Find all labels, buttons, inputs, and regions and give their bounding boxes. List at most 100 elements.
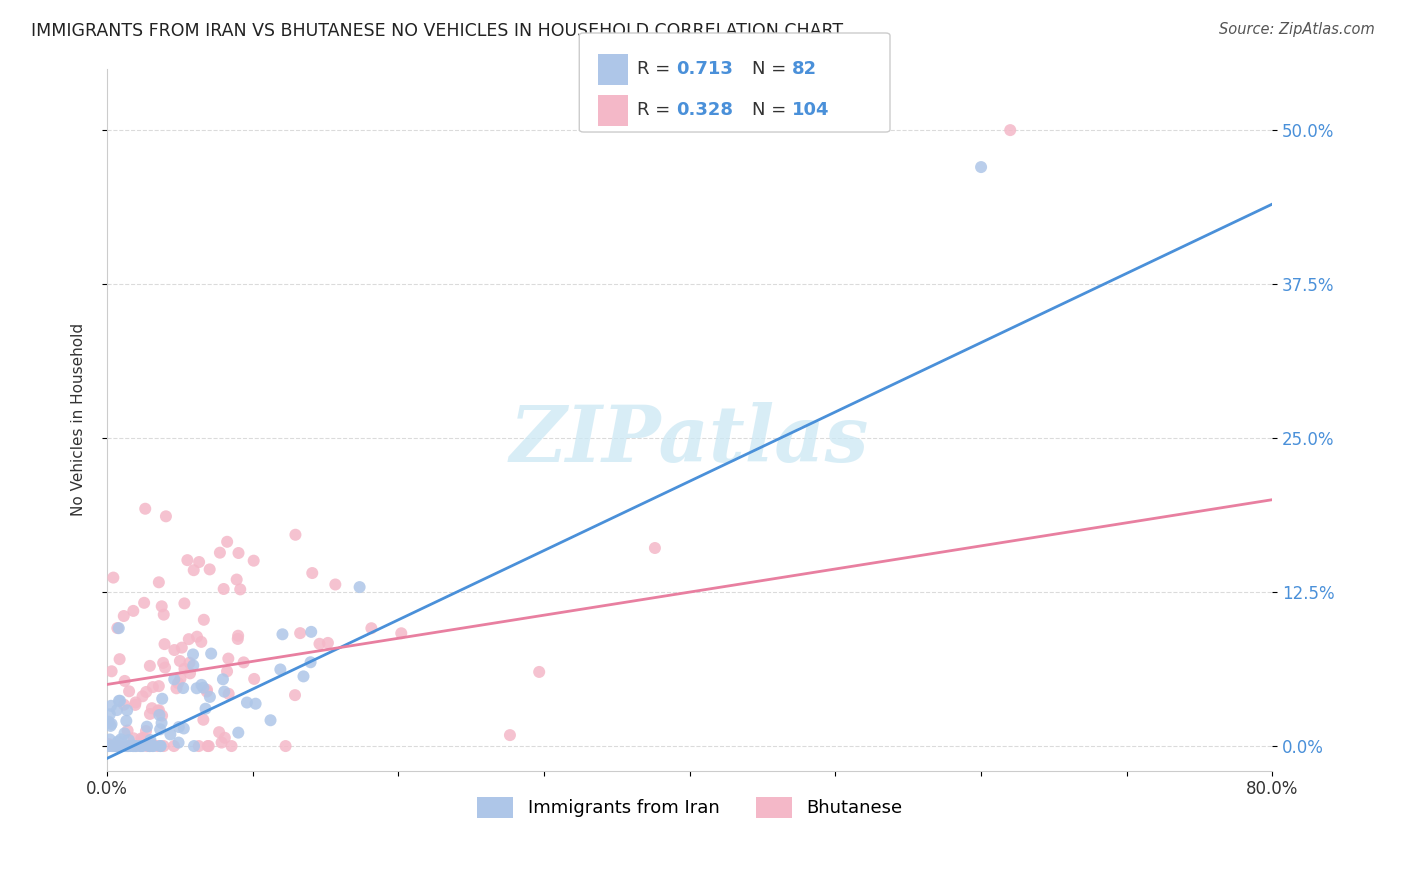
- Point: [179, 656, 201, 670]
- Point: [122, 739, 145, 753]
- Point: [149, 723, 172, 737]
- Point: [150, 708, 173, 723]
- Point: [146, 704, 169, 718]
- Point: [112, 609, 135, 624]
- Point: [176, 553, 198, 567]
- Point: [163, 643, 186, 657]
- Point: [100, 719, 122, 733]
- Point: [141, 701, 163, 715]
- Point: [142, 739, 165, 753]
- Point: [242, 554, 264, 568]
- Point: [217, 534, 239, 549]
- Point: [139, 739, 162, 753]
- Point: [181, 648, 204, 662]
- Point: [146, 739, 169, 753]
- Point: [124, 739, 146, 753]
- Point: [98, 707, 121, 722]
- Text: N =: N =: [752, 101, 792, 119]
- Point: [193, 613, 215, 627]
- Point: [149, 739, 172, 753]
- Point: [135, 739, 157, 753]
- Point: [97, 739, 120, 753]
- Point: [105, 739, 128, 753]
- Point: [139, 706, 162, 721]
- Point: [112, 698, 135, 712]
- Point: [200, 647, 222, 661]
- Text: IMMIGRANTS FROM IRAN VS BHUTANESE NO VEHICLES IN HOUSEHOLD CORRELATION CHART: IMMIGRANTS FROM IRAN VS BHUTANESE NO VEH…: [31, 22, 844, 40]
- Point: [122, 739, 145, 753]
- Point: [131, 690, 153, 704]
- Point: [149, 739, 172, 753]
- Point: [135, 720, 157, 734]
- Point: [141, 737, 163, 751]
- Point: [125, 739, 148, 753]
- Point: [117, 723, 139, 738]
- Point: [135, 685, 157, 699]
- Point: [221, 739, 243, 753]
- Point: [226, 629, 249, 643]
- Point: [187, 739, 209, 753]
- Point: [190, 678, 212, 692]
- Point: [153, 637, 176, 651]
- Point: [349, 580, 371, 594]
- Point: [97, 714, 120, 729]
- Point: [163, 673, 186, 687]
- Point: [104, 739, 127, 753]
- Point: [107, 734, 129, 748]
- Point: [117, 739, 139, 753]
- Point: [98, 739, 121, 753]
- Point: [131, 739, 153, 753]
- Point: [97, 737, 120, 751]
- Point: [325, 577, 347, 591]
- Point: [1000, 123, 1022, 137]
- Point: [104, 739, 127, 753]
- Point: [105, 621, 128, 635]
- Point: [170, 640, 193, 655]
- Point: [308, 637, 330, 651]
- Point: [218, 687, 240, 701]
- Point: [132, 731, 155, 745]
- Point: [499, 728, 522, 742]
- Point: [208, 546, 231, 560]
- Point: [152, 656, 174, 670]
- Point: [173, 662, 195, 676]
- Point: [153, 660, 176, 674]
- Text: Source: ZipAtlas.com: Source: ZipAtlas.com: [1219, 22, 1375, 37]
- Point: [197, 739, 219, 753]
- Point: [186, 630, 208, 644]
- Point: [100, 665, 122, 679]
- Point: [195, 684, 218, 698]
- Point: [107, 739, 129, 753]
- Point: [193, 681, 215, 695]
- Point: [159, 727, 181, 741]
- Point: [167, 720, 190, 734]
- Point: [103, 739, 125, 753]
- Point: [212, 673, 235, 687]
- Point: [292, 669, 315, 683]
- Point: [124, 698, 146, 712]
- Point: [152, 607, 174, 622]
- Point: [107, 621, 129, 635]
- Point: [148, 679, 170, 693]
- Text: R =: R =: [637, 60, 676, 78]
- Point: [271, 627, 294, 641]
- Point: [389, 626, 412, 640]
- Point: [299, 624, 322, 639]
- Point: [214, 731, 236, 745]
- Point: [148, 708, 170, 723]
- Text: 82: 82: [792, 60, 817, 78]
- Point: [269, 663, 291, 677]
- Point: [108, 694, 131, 708]
- Point: [108, 652, 131, 666]
- Point: [138, 739, 160, 753]
- Point: [115, 739, 138, 753]
- Point: [274, 739, 297, 753]
- Point: [179, 666, 201, 681]
- Point: [186, 681, 208, 696]
- Point: [169, 672, 191, 686]
- Point: [139, 733, 162, 747]
- Point: [117, 739, 139, 753]
- Point: [225, 573, 247, 587]
- Point: [142, 739, 165, 753]
- Point: [131, 731, 153, 746]
